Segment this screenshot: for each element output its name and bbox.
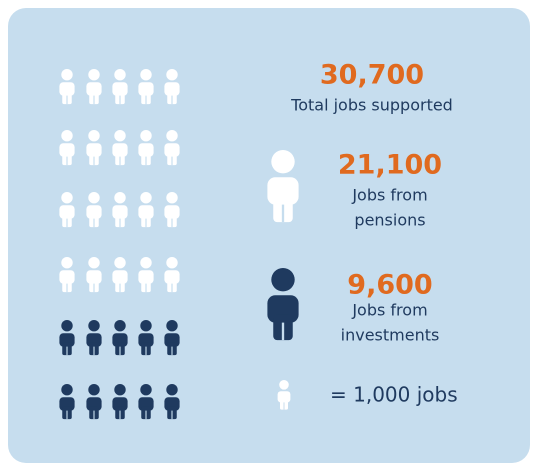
person-icon — [164, 69, 180, 105]
person-icon — [164, 320, 180, 356]
person-icon — [86, 192, 102, 228]
icon-head — [88, 320, 100, 332]
person-icon — [164, 192, 180, 228]
icon-head — [166, 320, 178, 332]
person-icon — [112, 257, 128, 293]
icon-head — [114, 384, 126, 396]
person-icon — [112, 192, 128, 228]
icon-head — [61, 192, 73, 204]
person-icon — [164, 384, 180, 420]
panel — [8, 8, 530, 463]
icon-head — [114, 130, 126, 142]
icon-grid — [59, 69, 180, 420]
icon-head — [61, 320, 73, 332]
person-icon — [86, 69, 102, 105]
investments-label: Jobs from — [351, 301, 427, 320]
person-icon — [138, 69, 154, 105]
person-icon — [112, 384, 128, 420]
icon-head — [88, 130, 100, 142]
person-icon — [267, 268, 299, 341]
pensions-label: pensions — [354, 211, 425, 230]
icon-head — [114, 320, 126, 332]
icon-head — [271, 150, 295, 174]
icon-head — [61, 384, 73, 396]
person-icon — [138, 257, 154, 293]
person-icon — [112, 320, 128, 356]
icon-head — [166, 130, 178, 142]
icon-head — [140, 320, 152, 332]
investments-label: investments — [341, 326, 440, 345]
person-icon — [59, 130, 75, 166]
icon-head — [61, 257, 73, 269]
investments-value: 9,600 — [347, 270, 432, 301]
icon-head — [114, 257, 126, 269]
person-icon — [112, 69, 128, 105]
icon-head — [166, 257, 178, 269]
icon-head — [140, 257, 152, 269]
person-icon — [138, 192, 154, 228]
person-icon — [59, 320, 75, 356]
total-value: 30,700 — [320, 60, 424, 91]
person-icon — [138, 320, 154, 356]
icon-head — [271, 268, 295, 292]
icon-head — [88, 384, 100, 396]
person-icon — [164, 257, 180, 293]
icon-head — [114, 69, 126, 81]
icon-head — [88, 192, 100, 204]
person-icon — [86, 320, 102, 356]
icon-head — [166, 192, 178, 204]
person-icon — [59, 257, 75, 293]
person-icon — [138, 384, 154, 420]
icon-head — [279, 380, 289, 390]
total-label: Total jobs supported — [290, 96, 453, 115]
person-icon — [277, 380, 291, 410]
icon-head — [61, 69, 73, 81]
icon-head — [140, 69, 152, 81]
person-icon — [138, 130, 154, 166]
key-label: = 1,000 jobs — [330, 383, 458, 407]
person-icon — [86, 384, 102, 420]
person-icon — [112, 130, 128, 166]
icon-head — [88, 257, 100, 269]
person-icon — [86, 257, 102, 293]
person-icon — [59, 69, 75, 105]
icon-head — [88, 69, 100, 81]
icon-head — [114, 192, 126, 204]
key-icons — [267, 150, 299, 410]
pensions-value: 21,100 — [338, 150, 442, 181]
pensions-label: Jobs from — [351, 186, 427, 205]
person-icon — [267, 150, 299, 223]
icon-head — [140, 192, 152, 204]
icon-head — [140, 130, 152, 142]
icon-head — [61, 130, 73, 142]
person-icon — [164, 130, 180, 166]
icon-head — [166, 384, 178, 396]
person-icon — [86, 130, 102, 166]
icon-head — [140, 384, 152, 396]
person-icon — [59, 192, 75, 228]
icon-head — [166, 69, 178, 81]
person-icon — [59, 384, 75, 420]
